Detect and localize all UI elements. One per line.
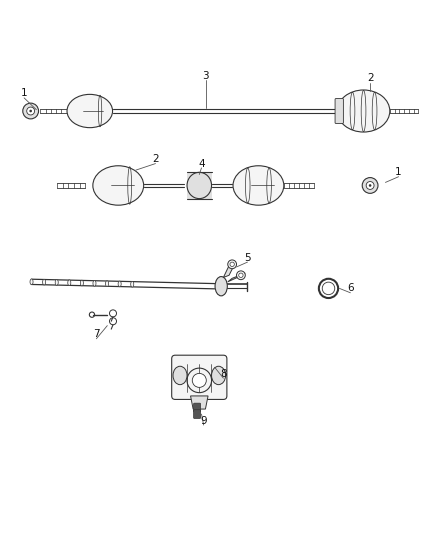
FancyBboxPatch shape: [194, 410, 201, 418]
Circle shape: [27, 107, 35, 115]
Bar: [187, 172, 212, 199]
Text: 1: 1: [395, 167, 402, 177]
Circle shape: [29, 110, 32, 112]
Text: 8: 8: [220, 369, 227, 379]
Ellipse shape: [131, 281, 134, 287]
Circle shape: [228, 260, 237, 269]
Polygon shape: [223, 262, 236, 278]
Circle shape: [187, 368, 212, 393]
Ellipse shape: [215, 277, 227, 296]
FancyBboxPatch shape: [172, 355, 227, 399]
Text: 2: 2: [367, 73, 374, 83]
Text: 9: 9: [200, 416, 207, 426]
Circle shape: [362, 177, 378, 193]
Circle shape: [230, 262, 234, 266]
Ellipse shape: [106, 281, 109, 286]
Text: 2: 2: [152, 154, 159, 164]
Ellipse shape: [173, 366, 187, 385]
Text: 6: 6: [347, 284, 354, 293]
Polygon shape: [191, 396, 208, 409]
Ellipse shape: [80, 280, 83, 286]
Ellipse shape: [30, 279, 33, 285]
FancyBboxPatch shape: [194, 403, 201, 412]
Ellipse shape: [212, 366, 226, 385]
Text: 3: 3: [202, 71, 209, 81]
Ellipse shape: [337, 90, 390, 132]
Text: 7: 7: [93, 329, 100, 340]
FancyBboxPatch shape: [335, 99, 343, 124]
Ellipse shape: [187, 172, 212, 199]
Ellipse shape: [55, 280, 58, 285]
Ellipse shape: [93, 166, 144, 205]
Ellipse shape: [118, 281, 121, 287]
Polygon shape: [228, 273, 245, 282]
Circle shape: [237, 271, 245, 280]
Ellipse shape: [233, 166, 284, 205]
Ellipse shape: [67, 94, 113, 128]
Circle shape: [366, 182, 374, 189]
Ellipse shape: [68, 280, 71, 286]
Ellipse shape: [42, 279, 46, 285]
Text: 5: 5: [244, 253, 251, 263]
Circle shape: [239, 273, 243, 278]
Text: 4: 4: [198, 159, 205, 168]
Circle shape: [192, 374, 206, 387]
Circle shape: [23, 103, 39, 119]
Text: 1: 1: [21, 88, 28, 99]
Circle shape: [369, 184, 371, 187]
Ellipse shape: [93, 280, 96, 286]
